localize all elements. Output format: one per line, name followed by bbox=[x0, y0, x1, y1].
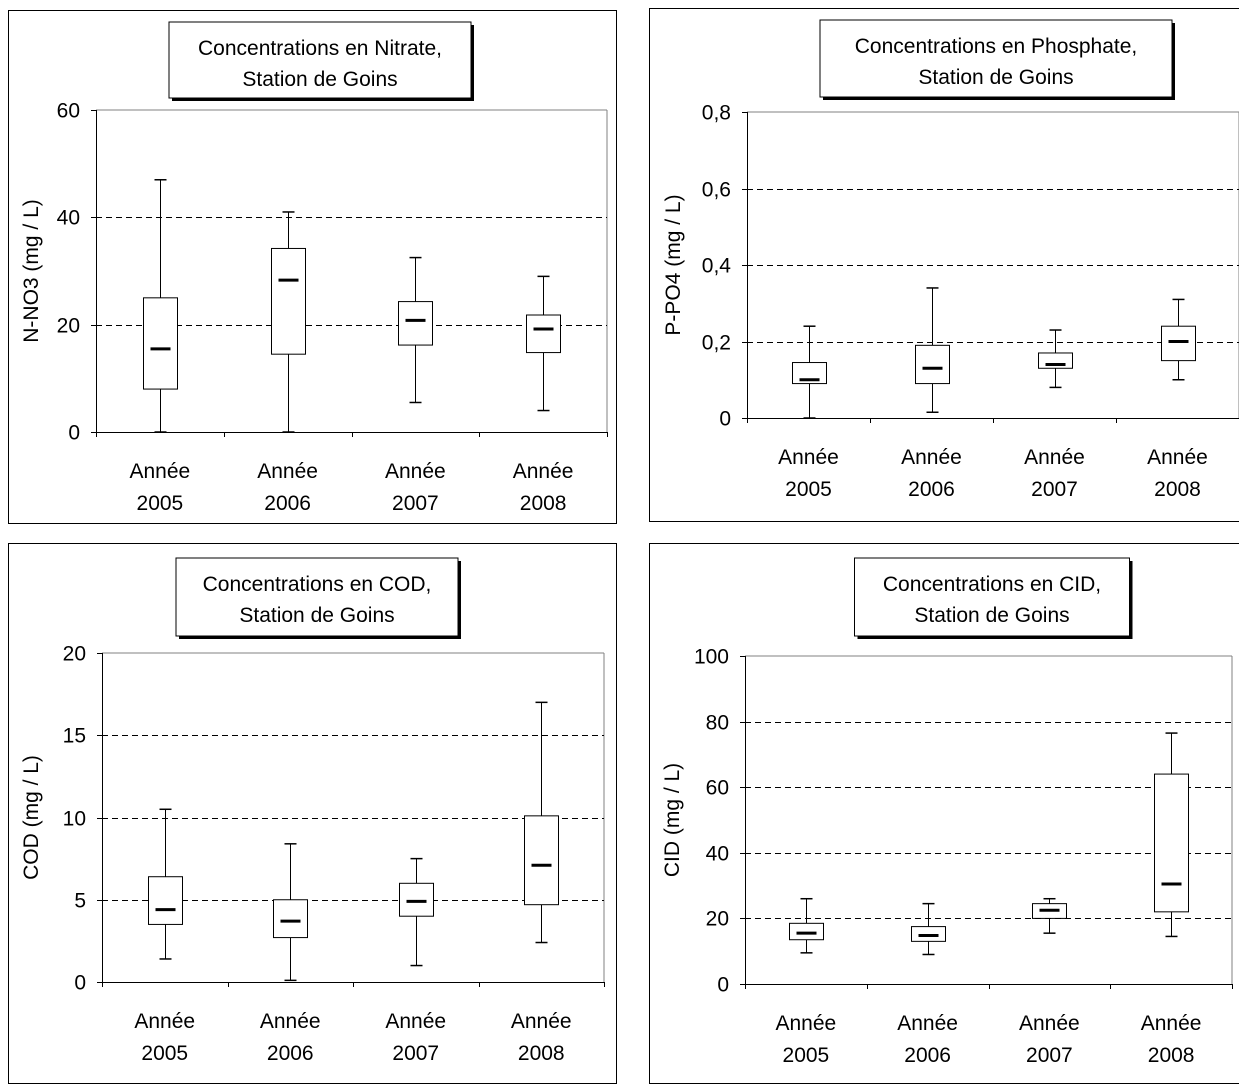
y-tick-label: 20 bbox=[63, 643, 86, 666]
x-tick-label: Année bbox=[897, 1012, 958, 1035]
title-box bbox=[854, 557, 1130, 637]
y-tick-label: 80 bbox=[706, 712, 729, 735]
y-tick-label: 20 bbox=[57, 315, 80, 338]
y-tick-label: 0 bbox=[717, 974, 729, 997]
chart-nitrate: 0 20 40 60 Année 2005 Année 2006 Année 2007 Année 2… bbox=[20, 21, 608, 515]
chart-subtitle: Station de Goins bbox=[918, 66, 1073, 89]
box-iqr bbox=[148, 876, 183, 925]
box-iqr bbox=[1161, 325, 1196, 362]
y-tick-label: 0,4 bbox=[702, 255, 732, 278]
x-tick-label: Année bbox=[385, 460, 446, 483]
y-tick-label: 0 bbox=[74, 972, 86, 995]
x-tick-label: Année bbox=[1147, 446, 1208, 469]
box-iqr bbox=[789, 922, 824, 941]
x-tick-label: 2008 bbox=[1148, 1044, 1195, 1067]
chart-subtitle: Station de Goins bbox=[242, 68, 397, 91]
x-tick-label: Année bbox=[134, 1010, 195, 1033]
x-tick-label: 2007 bbox=[392, 1042, 439, 1065]
x-tick-label: 2006 bbox=[904, 1044, 951, 1067]
x-tick-label: 2007 bbox=[1031, 478, 1078, 501]
title-box bbox=[175, 557, 459, 637]
x-tick-label: Année bbox=[778, 446, 839, 469]
box-iqr bbox=[399, 882, 434, 917]
x-tick-label: 2005 bbox=[141, 1042, 188, 1065]
x-tick-label: 2005 bbox=[783, 1044, 830, 1067]
y-axis-label: COD (mg / L) bbox=[20, 755, 43, 880]
x-tick-label: Année bbox=[901, 446, 962, 469]
y-tick-label: 15 bbox=[63, 725, 86, 748]
chart-cod: 0 5 10 15 20 Année 2005 Année 2006 Année 2007 Année… bbox=[20, 557, 605, 1065]
y-tick-label: 60 bbox=[57, 100, 80, 123]
y-tick-label: 20 bbox=[706, 908, 729, 931]
x-tick-label: 2006 bbox=[908, 478, 955, 501]
y-tick-label: 5 bbox=[74, 890, 86, 913]
chart-subtitle: Station de Goins bbox=[239, 604, 394, 627]
x-tick-label: Année bbox=[1019, 1012, 1080, 1035]
box-iqr bbox=[524, 815, 559, 906]
y-tick-label: 0 bbox=[68, 422, 80, 445]
panel-phosphate: 0 0,2 0,4 0,6 0,8 Année 2005 Année 2006 Année 2007… bbox=[649, 8, 1239, 522]
x-tick-label: Année bbox=[1141, 1012, 1202, 1035]
box-iqr bbox=[1038, 352, 1073, 369]
x-tick-label: Année bbox=[385, 1010, 446, 1033]
chart-phosphate: 0 0,2 0,4 0,6 0,8 Année 2005 Année 2006 Année 2007… bbox=[662, 19, 1239, 501]
x-tick-label: 2005 bbox=[785, 478, 832, 501]
panel-cod: 0 5 10 15 20 Année 2005 Année 2006 Année 2007 Année… bbox=[8, 543, 617, 1084]
x-tick-label: 2008 bbox=[1154, 478, 1201, 501]
y-tick-label: 0,6 bbox=[702, 179, 731, 202]
box-iqr bbox=[526, 314, 561, 354]
box-iqr bbox=[271, 247, 306, 355]
title-box bbox=[168, 21, 472, 99]
box-iqr bbox=[1154, 773, 1189, 913]
panel-cid: 0 20 40 60 80 100 Année 2005 Année 2006 Année 2007 A… bbox=[649, 543, 1239, 1084]
y-tick-label: 40 bbox=[706, 843, 729, 866]
y-tick-label: 0,8 bbox=[702, 102, 731, 125]
x-tick-label: 2006 bbox=[264, 492, 311, 515]
chart-title: Concentrations en Nitrate, bbox=[198, 37, 442, 60]
y-axis-label: P-PO4 (mg / L) bbox=[662, 194, 685, 335]
x-tick-label: 2007 bbox=[392, 492, 439, 515]
x-tick-label: 2006 bbox=[267, 1042, 314, 1065]
chart-cid: 0 20 40 60 80 100 Année 2005 Année 2006 Année 2007 A… bbox=[661, 557, 1233, 1067]
x-tick-label: 2008 bbox=[518, 1042, 565, 1065]
x-tick-label: Année bbox=[511, 1010, 572, 1033]
x-tick-label: 2007 bbox=[1026, 1044, 1073, 1067]
panel-nitrate: 0 20 40 60 Année 2005 Année 2006 Année 2007 Année 2… bbox=[8, 10, 617, 524]
y-tick-label: 60 bbox=[706, 777, 729, 800]
y-tick-label: 10 bbox=[63, 808, 86, 831]
chart-title: Concentrations en Phosphate, bbox=[855, 35, 1138, 58]
box-iqr bbox=[143, 297, 178, 390]
x-tick-label: Année bbox=[130, 460, 191, 483]
y-tick-label: 0,2 bbox=[702, 332, 731, 355]
y-axis-label: CID (mg / L) bbox=[661, 763, 684, 877]
title-box bbox=[819, 19, 1173, 98]
chart-title: Concentrations en COD, bbox=[203, 573, 432, 596]
chart-title: Concentrations en CID, bbox=[883, 573, 1101, 596]
box-iqr bbox=[915, 344, 950, 385]
x-tick-label: 2008 bbox=[520, 492, 567, 515]
x-tick-label: Année bbox=[260, 1010, 321, 1033]
chart-subtitle: Station de Goins bbox=[914, 604, 1069, 627]
box-iqr bbox=[398, 301, 433, 346]
x-tick-label: Année bbox=[1024, 446, 1085, 469]
x-tick-label: Année bbox=[257, 460, 318, 483]
x-tick-label: 2005 bbox=[137, 492, 184, 515]
y-tick-label: 40 bbox=[57, 207, 80, 230]
x-tick-label: Année bbox=[776, 1012, 837, 1035]
y-tick-label: 0 bbox=[719, 408, 731, 431]
y-axis-label: N-NO3 (mg / L) bbox=[20, 199, 43, 343]
box-iqr bbox=[273, 899, 308, 939]
x-tick-label: Année bbox=[513, 460, 574, 483]
y-tick-label: 100 bbox=[694, 646, 729, 669]
